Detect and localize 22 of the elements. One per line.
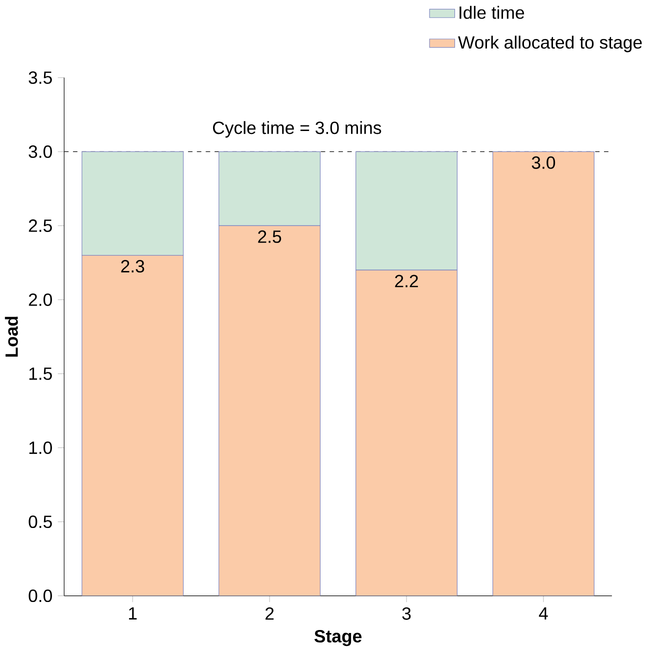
y-tick-label: 0.0 bbox=[28, 590, 52, 602]
y-tick-label: 3.5 bbox=[28, 71, 52, 84]
x-tick-label: 4 bbox=[538, 607, 548, 620]
data-label: 2.2 bbox=[395, 274, 418, 288]
bar bbox=[492, 151, 594, 596]
ref-line-label: Cycle time = 3.0 mins bbox=[213, 121, 382, 138]
x-axis-title: Stage bbox=[314, 630, 362, 646]
data-label: 3.0 bbox=[532, 156, 556, 169]
y-tick-label: 0.5 bbox=[28, 516, 52, 528]
data-label: 2.5 bbox=[258, 230, 282, 243]
data-label: 2.3 bbox=[121, 260, 144, 273]
y-tick-label: 2.0 bbox=[28, 293, 52, 306]
y-tick-label: 1.5 bbox=[29, 368, 52, 380]
y-tick-label: 3.0 bbox=[28, 145, 52, 158]
x-tick-label: 2 bbox=[266, 607, 274, 620]
y-axis-title: Load bbox=[4, 316, 18, 357]
y-tick-label: 2.5 bbox=[28, 219, 52, 232]
x-tick-label: 3 bbox=[402, 607, 411, 620]
x-tick-label: 1 bbox=[129, 607, 137, 620]
y-tick-label: 1.0 bbox=[29, 442, 52, 454]
legend-label: Work allocated to stage bbox=[458, 36, 642, 52]
legend-label: Idle time bbox=[460, 6, 524, 19]
